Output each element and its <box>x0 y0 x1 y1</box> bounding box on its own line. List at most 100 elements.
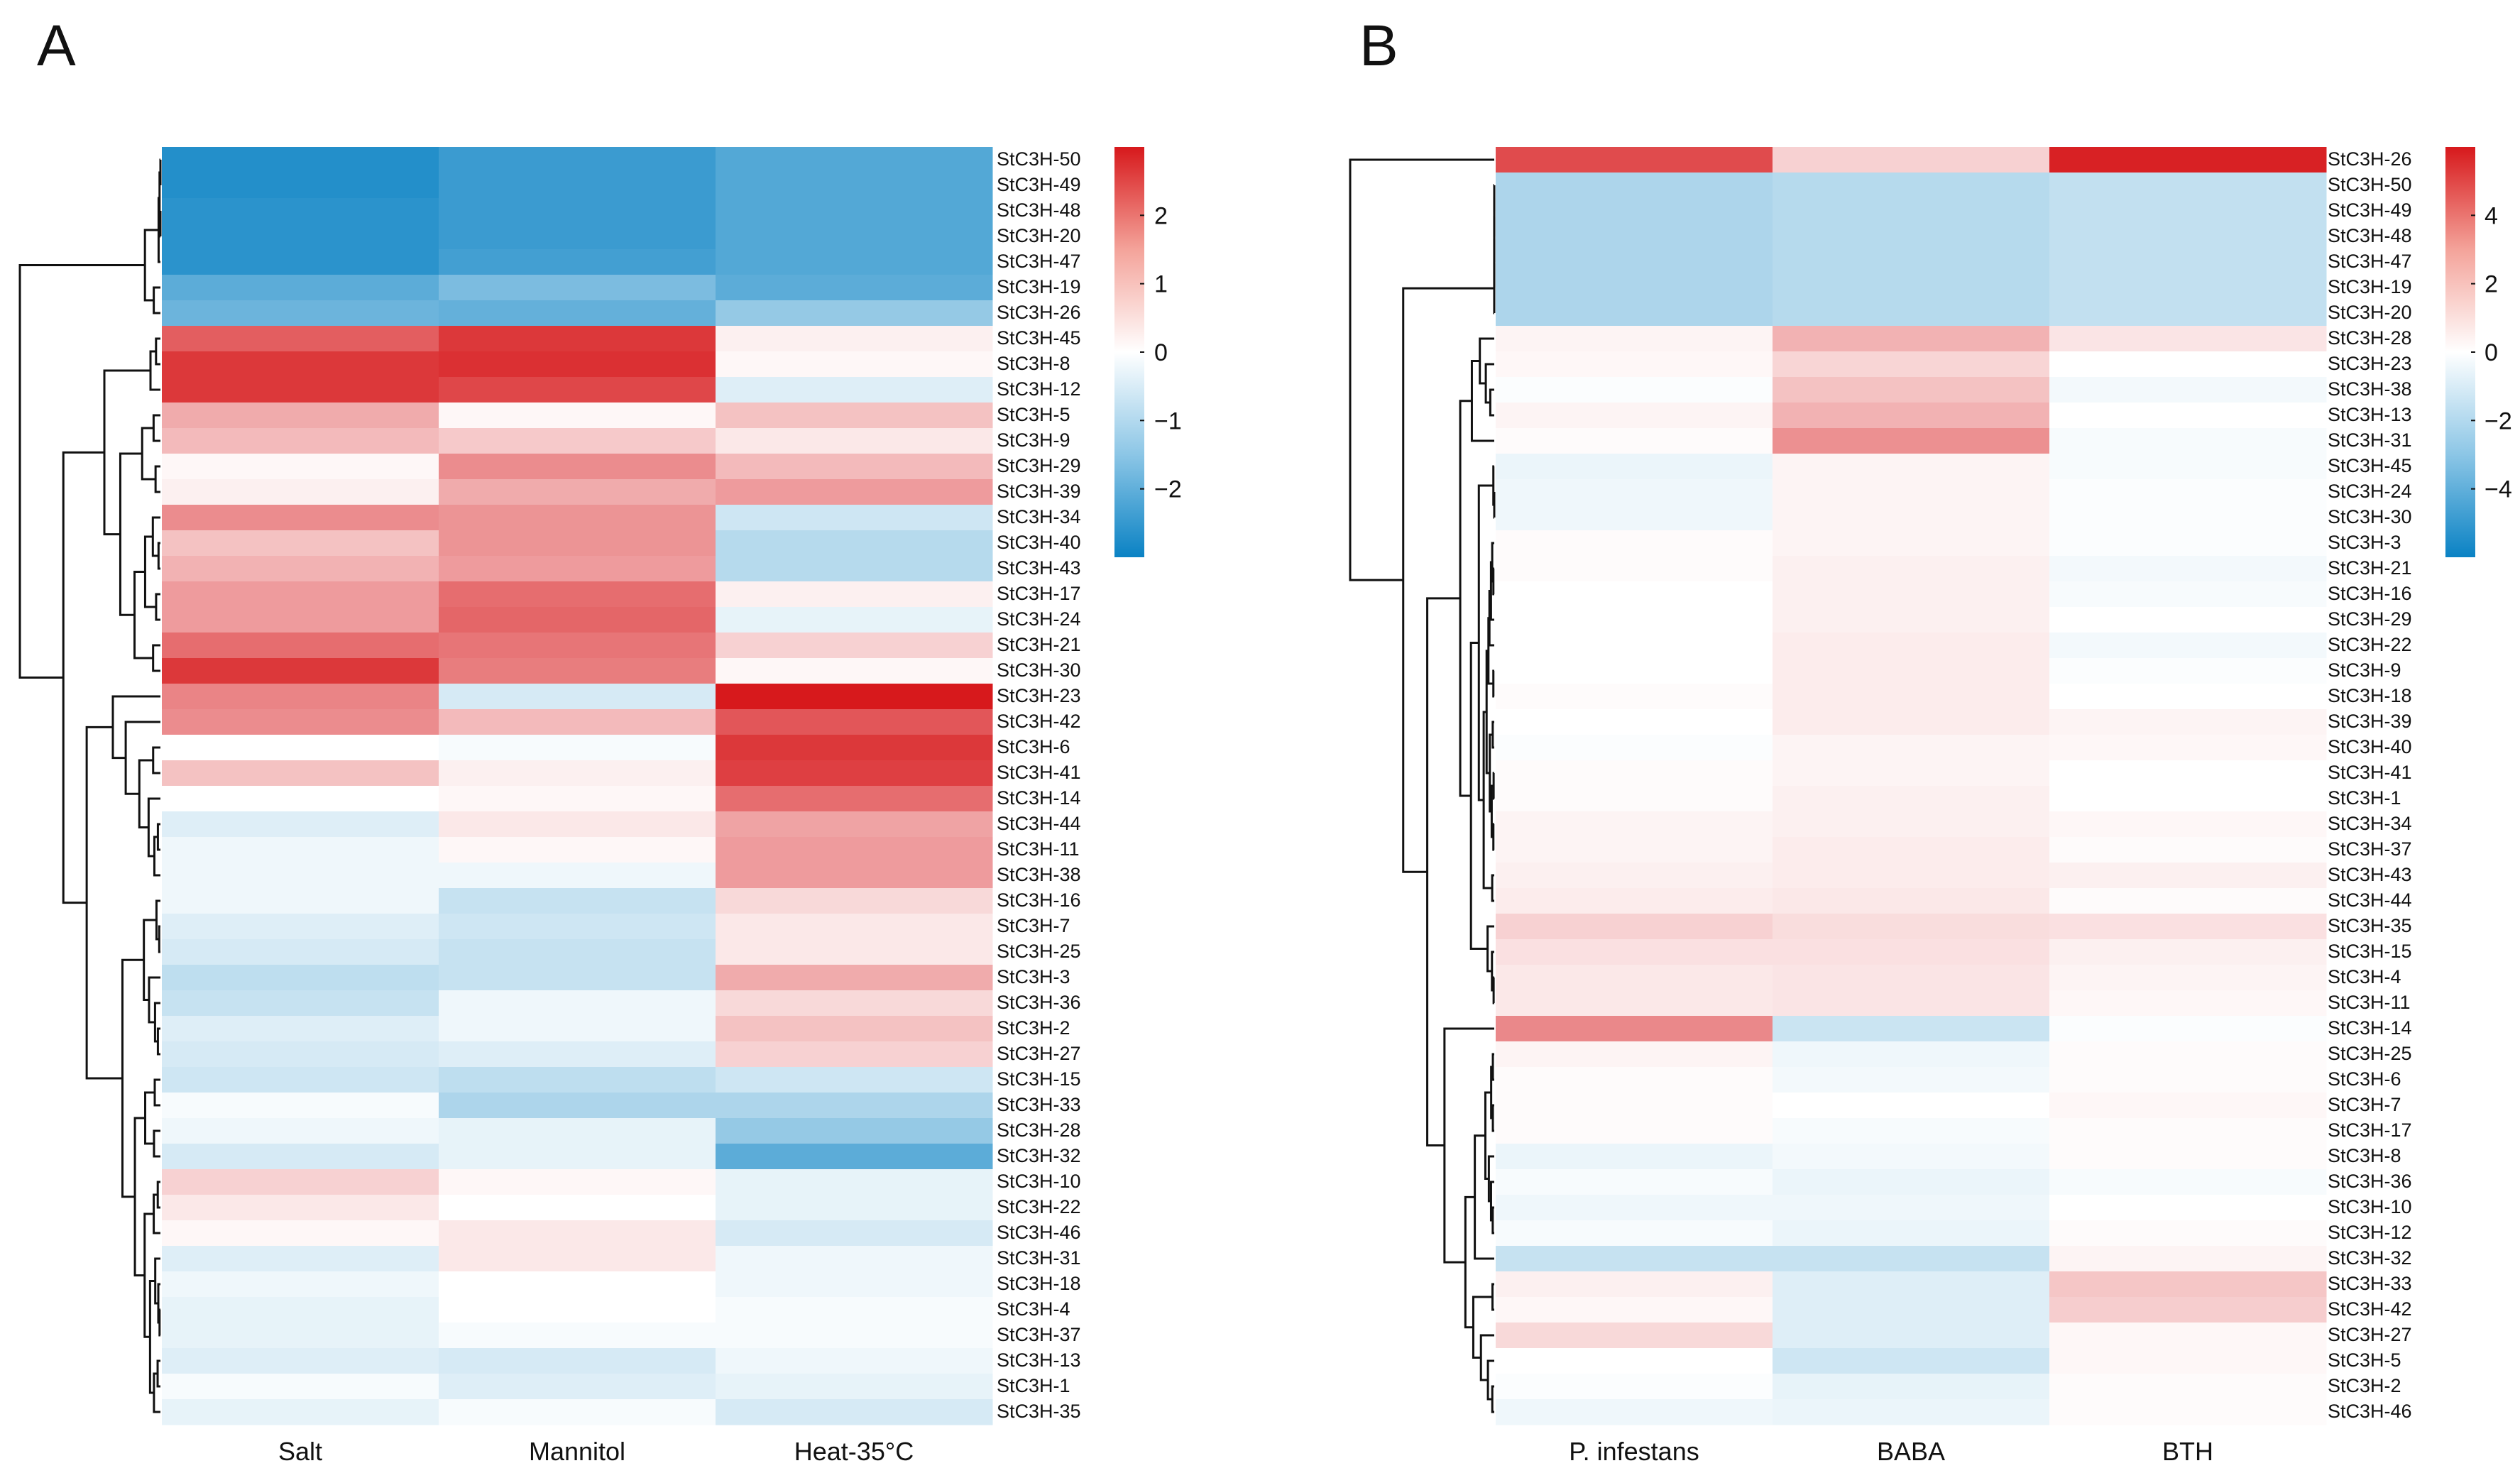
row-label: StC3H-46 <box>997 1222 1081 1243</box>
row-label: StC3H-27 <box>2328 1324 2412 1345</box>
heatmap-cell <box>716 1220 993 1247</box>
heatmap-cell <box>1496 454 1773 480</box>
heatmap-cell <box>2049 888 2327 914</box>
dendrogram-branch <box>153 1193 160 1234</box>
row-label: StC3H-7 <box>2328 1094 2401 1115</box>
row-label: StC3H-39 <box>2328 711 2412 732</box>
row-label: StC3H-14 <box>2328 1017 2412 1039</box>
heatmap-cell <box>1773 888 2050 914</box>
heatmap-cell <box>162 428 439 454</box>
heatmap-cell <box>2049 633 2327 659</box>
heatmap-cell <box>1496 530 1773 557</box>
heatmap-cell <box>162 607 439 633</box>
dendrogram-branch <box>143 919 157 1001</box>
heatmap-cell <box>1496 1016 1773 1042</box>
heatmap-cell <box>2049 1374 2327 1400</box>
heatmap-cell <box>716 454 993 480</box>
heatmap-cell <box>1496 1093 1773 1119</box>
heatmap-cell <box>1773 1144 2050 1170</box>
column-label: Heat-35°C <box>794 1437 914 1466</box>
heatmap-cell <box>439 173 716 199</box>
heatmap-cell <box>716 760 993 787</box>
heatmap-cell <box>1496 811 1773 838</box>
row-label: StC3H-46 <box>2328 1401 2412 1422</box>
heatmap-cell <box>439 581 716 608</box>
heatmap-cell <box>439 1271 716 1298</box>
heatmap-cell <box>716 1348 993 1374</box>
heatmap-cell <box>716 479 993 505</box>
heatmap-cell <box>439 275 716 301</box>
row-label: StC3H-26 <box>997 302 1081 323</box>
row-label: StC3H-24 <box>2328 481 2412 502</box>
dendrogram-branch <box>119 452 143 616</box>
heatmap-cell <box>439 556 716 582</box>
heatmap-cell <box>1773 939 2050 965</box>
heatmap-cell <box>1496 863 1773 889</box>
heatmap-cell <box>162 377 439 403</box>
heatmap-cell <box>162 1016 439 1042</box>
heatmap-cell <box>1496 888 1773 914</box>
heatmap-cell <box>162 684 439 710</box>
dendrogram-branch <box>1426 597 1461 1147</box>
row-label: StC3H-22 <box>997 1196 1081 1217</box>
row-label: StC3H-34 <box>997 506 1081 527</box>
heatmap-cell <box>716 633 993 659</box>
heatmap-cell <box>439 1374 716 1400</box>
row-label: StC3H-4 <box>997 1298 1070 1320</box>
heatmap-cell <box>1496 1323 1773 1349</box>
heatmap-cell <box>1496 300 1773 327</box>
heatmap-cell <box>439 1144 716 1170</box>
heatmap-cell <box>2049 173 2327 199</box>
heatmap-cell <box>2049 990 2327 1017</box>
heatmap-cell <box>1496 403 1773 429</box>
row-label: StC3H-28 <box>997 1119 1081 1141</box>
heatmap-cell <box>716 249 993 275</box>
row-label: StC3H-23 <box>2328 353 2412 374</box>
heatmap-cell <box>1773 275 2050 301</box>
heatmap-cell <box>2049 224 2327 250</box>
dendrogram-branch <box>1443 1027 1494 1264</box>
heatmap-cell <box>162 735 439 761</box>
row-label: StC3H-1 <box>997 1375 1070 1396</box>
heatmap-cell <box>439 1041 716 1068</box>
heatmap-cell <box>439 1246 716 1272</box>
heatmap-cell <box>1773 377 2050 403</box>
heatmap-cell <box>2049 1271 2327 1298</box>
heatmap-cell <box>439 658 716 684</box>
row-label: StC3H-23 <box>997 685 1081 706</box>
column-label: BABA <box>1877 1437 1945 1466</box>
dendrogram-branch <box>156 1181 160 1209</box>
heatmap-cell <box>1773 147 2050 173</box>
heatmap-cell <box>716 811 993 838</box>
dendrogram-branch <box>1484 363 1494 404</box>
heatmap-cell <box>716 990 993 1017</box>
row-label: StC3H-49 <box>997 174 1081 195</box>
heatmap-cell <box>439 300 716 327</box>
heatmap-cell <box>1773 224 2050 250</box>
heatmap-cell <box>716 147 993 173</box>
heatmap-cell <box>1496 1246 1773 1272</box>
heatmap-cell <box>2049 1297 2327 1323</box>
heatmap-cell <box>162 786 439 812</box>
heatmap-cell <box>439 377 716 403</box>
dendrogram-branch <box>1491 1206 1494 1234</box>
heatmap-cell <box>1496 990 1773 1017</box>
dendrogram-branch <box>1349 158 1494 581</box>
dendrogram-branch <box>152 414 160 442</box>
heatmap-cell <box>162 1144 439 1170</box>
dendrogram-branch <box>1491 1385 1494 1413</box>
heatmap-cell <box>439 914 716 940</box>
heatmap-cell <box>162 709 439 735</box>
row-label: StC3H-15 <box>997 1068 1081 1090</box>
heatmap-cell <box>162 147 439 173</box>
row-label: StC3H-29 <box>2328 608 2412 630</box>
row-label: StC3H-2 <box>997 1017 1070 1039</box>
heatmap-cell <box>716 1323 993 1349</box>
row-label: StC3H-20 <box>2328 302 2412 323</box>
heatmap-cell <box>716 403 993 429</box>
row-label: StC3H-19 <box>997 276 1081 297</box>
dendrogram-branch <box>156 823 160 851</box>
heatmap-cell <box>2049 607 2327 633</box>
heatmap-cell <box>439 326 716 352</box>
